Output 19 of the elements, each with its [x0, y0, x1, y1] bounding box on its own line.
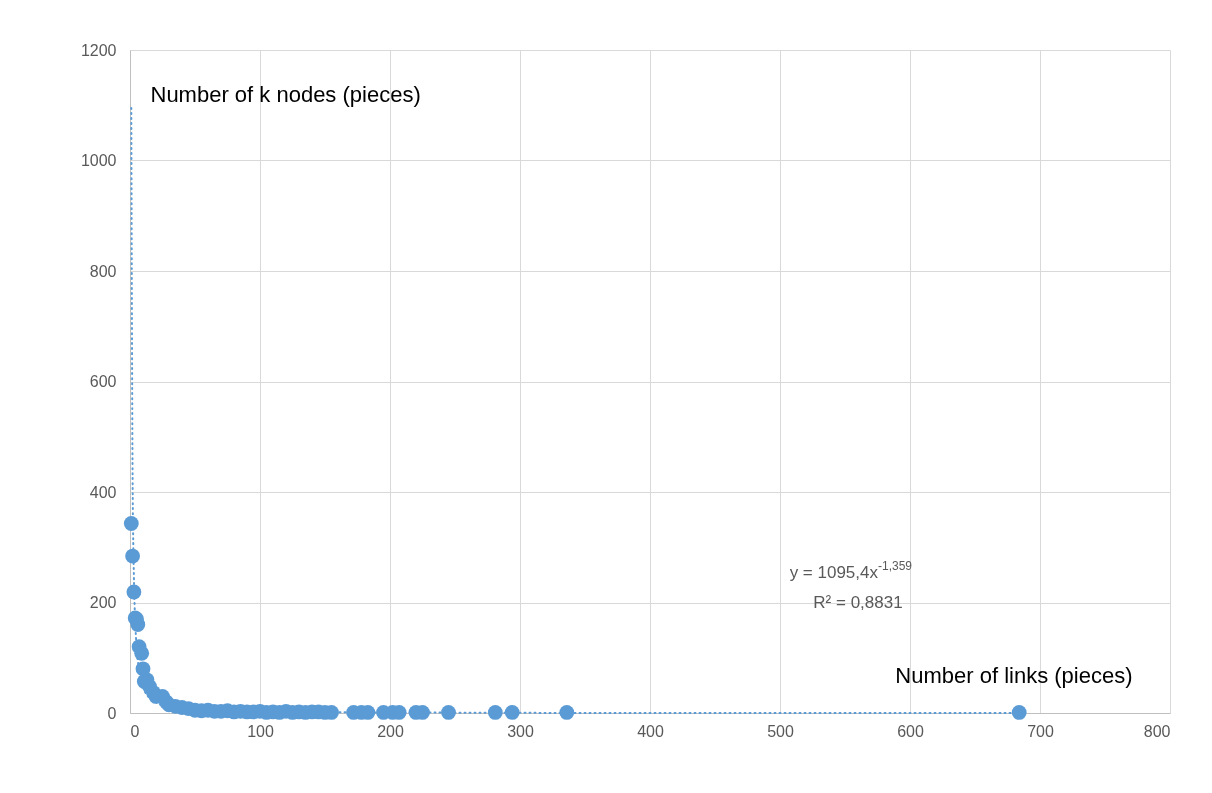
x-tick-label: 0 — [130, 722, 140, 740]
y-tick-label: 1000 — [80, 152, 117, 169]
y-tick-label: 1200 — [80, 41, 117, 59]
y-tick-label: 0 — [107, 704, 117, 722]
x-tick-label: 600 — [897, 722, 924, 740]
x-tick-label: 800 — [1143, 722, 1171, 740]
y-tick-label: 400 — [89, 483, 117, 501]
x-tick-label: 500 — [767, 722, 794, 740]
x-tick-label: 100 — [247, 722, 274, 740]
y-tick-label: 200 — [89, 594, 117, 611]
x-tick-label: 400 — [637, 722, 664, 740]
y-axis-title: Number of k nodes (pieces) — [150, 81, 421, 107]
x-tick-label: 200 — [377, 722, 404, 740]
y-tick-label: 800 — [89, 262, 117, 280]
y-tick-label: 600 — [89, 373, 117, 390]
annotation: R² = 0,8831 — [813, 593, 903, 613]
x-tick-label: 700 — [1027, 722, 1054, 740]
x-tick-label: 300 — [507, 722, 534, 740]
x-axis-title: Number of links (pieces) — [895, 662, 1133, 688]
